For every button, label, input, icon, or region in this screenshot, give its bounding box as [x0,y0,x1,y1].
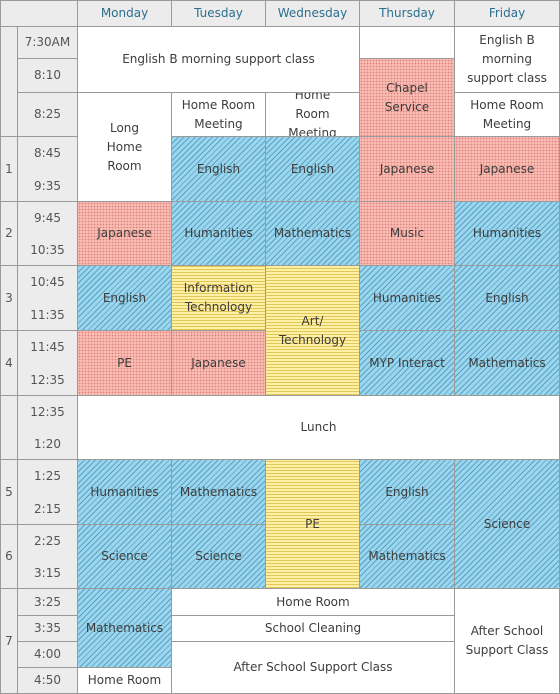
time-cell: 9:45 10:35 [18,202,78,266]
class-cell: Mathematics [266,202,360,266]
class-cell: English [455,266,560,331]
lunch-cell: Lunch [78,396,560,460]
class-cell: Science [172,525,266,589]
time-label: 11:35 [30,308,65,322]
time-cell: 8:10 [18,59,78,93]
time-label: 4:00 [34,647,61,661]
time-cell: 8:45 9:35 [18,137,78,202]
time-label: 1:25 [34,469,61,483]
time-cell: 10:45 11:35 [18,266,78,331]
time-cell: 1:25 2:15 [18,460,78,525]
time-label: 3:25 [34,594,61,609]
header-day-friday: Friday [455,0,560,27]
class-cell: Home Room [78,668,172,694]
class-cell: English [360,460,455,525]
time-label: 2:25 [34,534,61,548]
class-cell: English B morning support class [78,27,360,93]
period-cell-lunch [0,396,18,460]
time-cell: 11:45 12:35 [18,331,78,396]
class-cell: Japanese [172,331,266,396]
period-number-6: 6 [0,525,18,589]
period-number-1: 1 [0,137,18,202]
class-cell: Long Home Room [78,93,172,202]
time-cell: 12:35 1:20 [18,396,78,460]
class-cell: Japanese [360,137,455,202]
time-label: 7:30AM [24,35,71,49]
time-label: 8:45 [34,146,61,160]
class-cell: Music [360,202,455,266]
time-cell: 7:30AM [18,27,78,59]
time-label: 11:45 [30,340,65,354]
class-cell: Mathematics [172,460,266,525]
class-cell: Chapel Service [360,59,455,137]
time-label: 8:10 [34,68,61,82]
class-cell: Humanities [455,202,560,266]
class-cell: English [172,137,266,202]
time-label: 4:50 [34,673,61,687]
time-cell: 3:25 [18,589,78,616]
period-number-7: 7 [0,589,18,694]
time-label: 3:35 [34,621,61,635]
time-cell: 4:50 [18,668,78,694]
time-label: 12:35 [30,405,65,419]
class-cell: After School Support Class [172,642,455,694]
time-label: 12:35 [30,373,65,387]
class-cell: MYP Interact [360,331,455,396]
period-number-2: 2 [0,202,18,266]
time-label: 9:45 [34,211,61,225]
time-label: 8:25 [34,107,61,121]
time-cell: 8:25 [18,93,78,137]
class-cell: English [266,137,360,202]
time-cell: 2:25 3:15 [18,525,78,589]
class-cell: Art/ Technology [266,266,360,396]
class-cell: Information Technology [172,266,266,331]
header-day-tuesday: Tuesday [172,0,266,27]
class-cell: PE [266,460,360,589]
class-cell: Mathematics [360,525,455,589]
period-cell-blank [0,27,18,137]
class-cell: School Cleaning [172,616,455,642]
time-label: 10:45 [30,275,65,289]
class-cell: PE [78,331,172,396]
class-cell: Humanities [78,460,172,525]
class-cell: Home Room [172,589,455,616]
class-cell: After School Support Class [455,589,560,694]
class-cell: English B morning support class [455,27,560,93]
class-cell: Home Room Meeting [455,93,560,137]
class-cell: Science [455,460,560,589]
class-cell: English [78,266,172,331]
header-day-wednesday: Wednesday [266,0,360,27]
time-label: 3:15 [34,566,61,580]
period-number-5: 5 [0,460,18,525]
class-cell: Japanese [455,137,560,202]
time-label: 2:15 [34,502,61,516]
header-corner [0,0,78,27]
empty-cell [360,27,455,59]
header-day-monday: Monday [78,0,172,27]
time-label: 1:20 [34,437,61,451]
time-label: 9:35 [34,179,61,193]
time-cell: 4:00 [18,642,78,668]
class-cell: Science [78,525,172,589]
time-cell: 3:35 [18,616,78,642]
header-day-thursday: Thursday [360,0,455,27]
class-cell: Humanities [172,202,266,266]
class-cell: Japanese [78,202,172,266]
period-number-3: 3 [0,266,18,331]
class-cell: Mathematics [455,331,560,396]
class-cell: Mathematics [78,589,172,668]
time-label: 10:35 [30,243,65,257]
period-number-4: 4 [0,331,18,396]
class-cell: Home Room Meeting [172,93,266,137]
class-cell: Humanities [360,266,455,331]
class-cell: Home Room Meeting [266,93,360,137]
